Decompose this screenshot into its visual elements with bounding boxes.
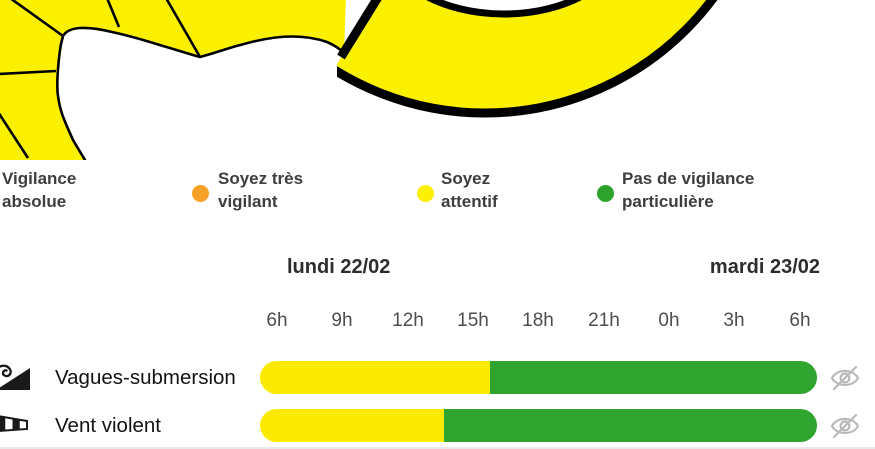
map-inset-hole [426,0,582,18]
visibility-off-icon[interactable] [829,362,861,394]
hazard-row-vagues-submersion: Vagues-submersion [0,361,875,394]
yellow-dot-icon [417,185,434,202]
orange-dot-icon [192,185,209,202]
hour-tick: 12h [392,310,424,331]
bottom-divider [0,447,875,449]
bar-segment-green [443,409,817,442]
hour-tick: 0h [658,310,680,331]
day-header-mardi: mardi 23/02 [709,256,820,278]
hour-tick: 6h [266,310,288,331]
legend-label: Soyez très vigilant [218,169,304,211]
wave-submersion-icon [0,362,32,399]
hour-tick: 15h [457,310,489,331]
hour-tick: 9h [331,310,353,331]
visibility-off-icon[interactable] [829,410,861,442]
bar-segment-yellow [260,409,444,442]
legend-item-pas-de-vigilance: Pas de vigilance particulière [597,167,754,213]
vigilance-timeline-bar[interactable] [260,409,817,442]
vigilance-timeline-bar[interactable] [260,361,817,394]
hour-tick: 21h [588,310,620,331]
map-inset-ring [337,0,774,118]
hour-tick: 18h [522,310,554,331]
hazard-row-vent-violent: Vent violent [0,409,875,442]
map-svg [0,0,875,162]
legend-label: Pas de vigilance particulière [622,169,755,211]
map-borders [0,0,202,159]
day-header-lundi: lundi 22/02 [287,256,391,278]
hazard-label: Vent violent [55,413,161,437]
green-dot-icon [597,185,614,202]
windsock-icon [0,407,31,449]
vigilance-map[interactable] [0,0,875,162]
bar-segment-green [490,361,817,394]
legend-item-soyez-tres-vigilant: Soyez très vigilant [192,167,303,213]
bar-segment-yellow [260,361,491,394]
legend-item-soyez-attentif: Soyez attentif [417,167,498,213]
map-inset-divider [337,0,382,60]
map-coastline [56,26,346,162]
hour-tick: 3h [723,310,745,331]
hazard-label: Vagues-submersion [55,365,236,389]
legend-label: Soyez attentif [441,169,498,211]
legend-item-vigilance-absolue: Vigilance absolue [2,167,76,213]
legend-label: Vigilance absolue [2,169,77,211]
hour-tick: 6h [789,310,811,331]
